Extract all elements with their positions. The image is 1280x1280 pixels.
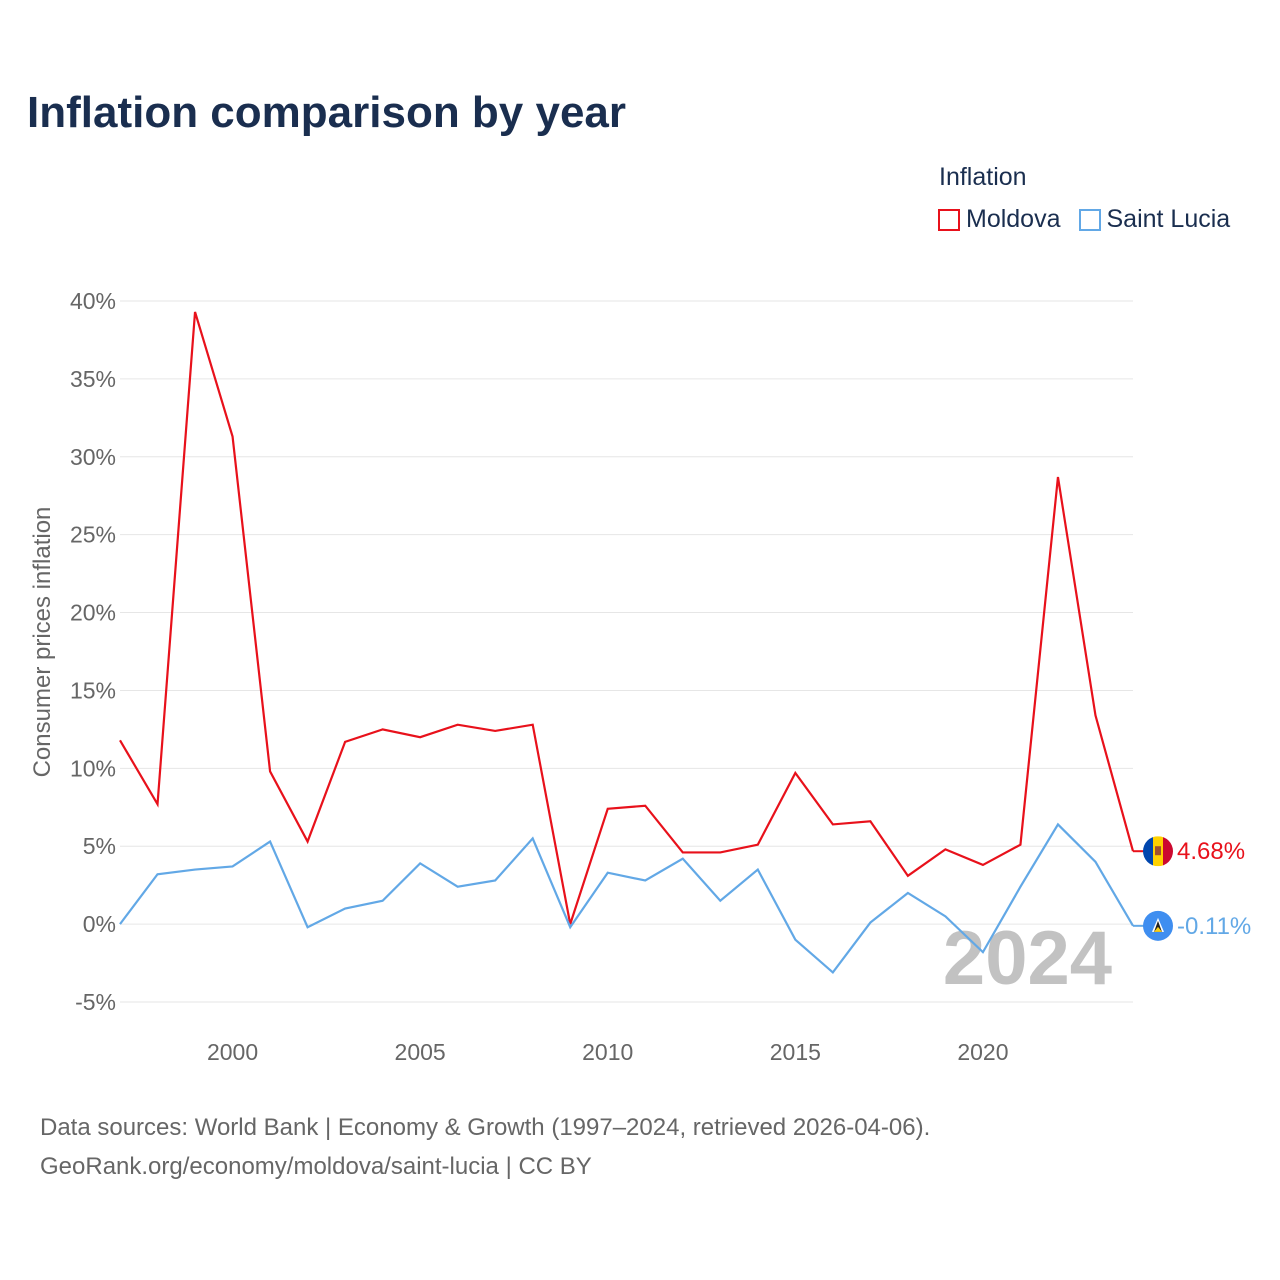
source-line-1: Data sources: World Bank | Economy & Gro… bbox=[40, 1114, 931, 1141]
y-tick-label: 0% bbox=[83, 911, 116, 937]
saint-lucia-flag-icon bbox=[1143, 910, 1173, 941]
legend-item-moldova[interactable]: Moldova bbox=[938, 205, 1061, 234]
y-tick-label: 10% bbox=[70, 755, 116, 781]
x-tick-label: 2010 bbox=[582, 1039, 633, 1065]
y-tick-label: 15% bbox=[70, 677, 116, 703]
legend-label-moldova: Moldova bbox=[966, 205, 1061, 233]
year-watermark: 2024 bbox=[943, 916, 1112, 1001]
legend-title: Inflation bbox=[939, 163, 1027, 191]
y-tick-label: 25% bbox=[70, 522, 116, 548]
end-value-label-saint-lucia: -0.11% bbox=[1177, 913, 1251, 940]
end-value-label-moldova: 4.68% bbox=[1177, 838, 1245, 865]
line-chart: 40% 35% 30% 25% 20% 15% 10% 5% 0% -5% 2000 2005 2010… bbox=[70, 288, 1251, 1065]
source-line-2[interactable]: GeoRank.org/economy/moldova/saint-lucia … bbox=[40, 1153, 592, 1180]
legend-label-saint-lucia: Saint Lucia bbox=[1106, 205, 1231, 233]
legend-swatch-saint-lucia bbox=[1078, 208, 1101, 231]
y-tick-label: 30% bbox=[70, 444, 116, 470]
source-note: Data sources: World Bank | Economy & Gro… bbox=[40, 1108, 930, 1186]
y-tick-label: 20% bbox=[70, 600, 116, 626]
y-tick-label: -5% bbox=[75, 989, 116, 1015]
x-tick-label: 2005 bbox=[395, 1039, 446, 1065]
moldova-flag-icon bbox=[1143, 836, 1173, 867]
y-tick-label: 35% bbox=[70, 366, 116, 392]
legend-item-saint-lucia[interactable]: Saint Lucia bbox=[1078, 205, 1231, 234]
x-tick-label: 2020 bbox=[957, 1039, 1008, 1065]
series-line-saint-lucia bbox=[119, 822, 1134, 975]
x-tick-label: 2000 bbox=[207, 1039, 258, 1065]
legend-swatch-moldova bbox=[938, 208, 960, 231]
y-tick-label: 5% bbox=[83, 833, 116, 859]
y-tick-label: 40% bbox=[70, 288, 116, 314]
x-tick-label: 2015 bbox=[770, 1039, 821, 1065]
page-title: Inflation comparison by year bbox=[27, 88, 627, 137]
legend: Moldova Saint Lucia bbox=[938, 205, 1230, 234]
series-line-moldova bbox=[119, 311, 1135, 925]
